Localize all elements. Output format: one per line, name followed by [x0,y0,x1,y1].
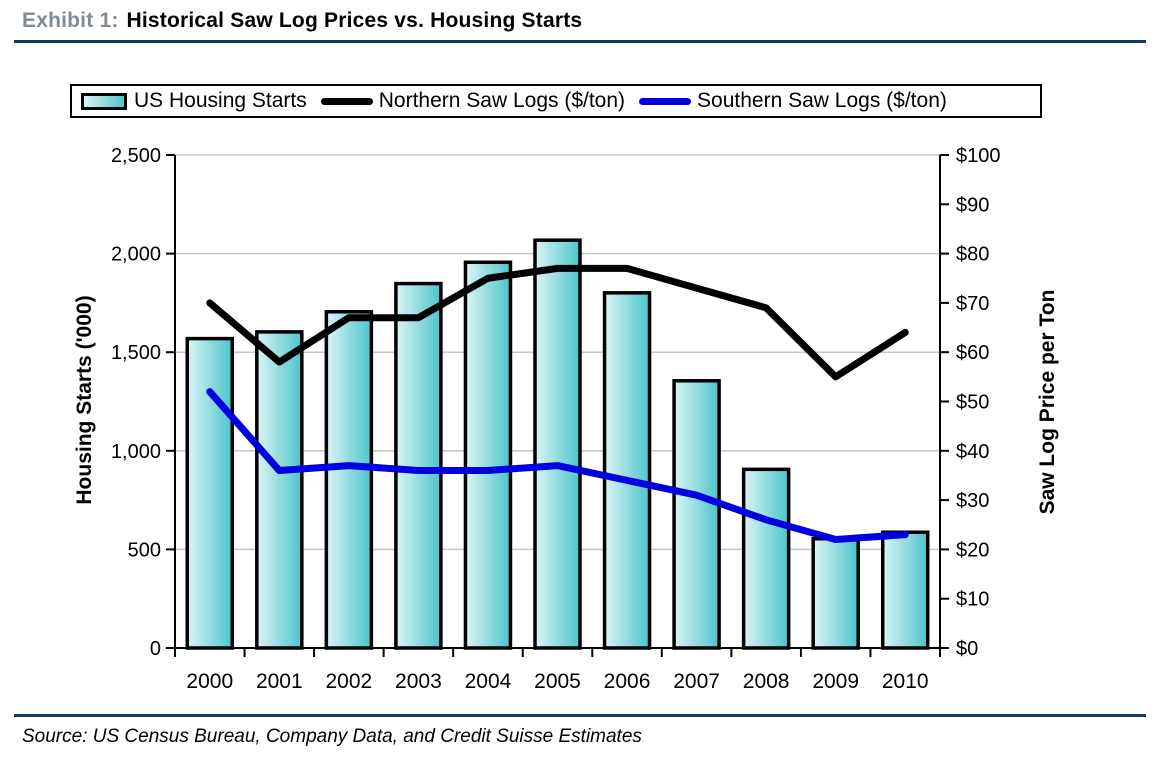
southern-saw-logs-line [206,388,909,544]
legend-item-southern-logs: Southern Saw Logs ($/ton) [625,89,947,113]
right-axis-tick-label: $80 [956,244,989,266]
x-axis-category-label: 2007 [673,670,720,693]
legend-item-northern-logs: Northern Saw Logs ($/ton) [307,89,625,113]
x-axis-category-label: 2000 [186,670,233,693]
left-axis-tick-label: 2,500 [111,145,161,167]
right-axis-tick-label: $100 [956,145,1001,167]
x-axis-category-label: 2004 [465,670,512,693]
right-axis-tick-label: $70 [956,293,989,315]
housing-starts-bar [533,238,582,650]
exhibit-title-text: Historical Saw Log Prices vs. Housing St… [126,9,583,32]
housing-starts-bar [394,281,443,650]
right-axis-title: Saw Log Price per Ton [1036,289,1059,515]
right-axis-tick-label: $0 [956,638,978,660]
left-axis-tick-label: 1,000 [111,441,161,463]
housing-starts-bar [463,260,513,650]
x-axis-category-label: 2002 [326,670,373,693]
x-axis-category-label: 2001 [256,670,303,693]
right-axis-tick-label: $60 [956,342,989,364]
footer-divider [14,714,1146,717]
housing-starts-bar [324,310,374,650]
title-divider [14,40,1146,43]
x-axis-category-label: 2008 [743,670,790,693]
housing-starts-bar [255,330,304,650]
left-axis-tick-label: 2,000 [111,244,161,266]
chart-legend: US Housing Starts Northern Saw Logs ($/t… [70,84,1042,118]
blue-line-swatch-icon [639,97,692,105]
housing-starts-bar [741,467,791,650]
black-line-swatch-icon [320,97,373,105]
housing-starts-bar [185,336,235,650]
left-axis-title: Housing Starts ('000) [73,295,96,505]
right-axis-tick-label: $50 [956,392,989,414]
left-axis-tick-label: 500 [128,539,161,561]
housing-starts-bar [811,537,860,650]
legend-label: Northern Saw Logs ($/ton) [378,89,626,112]
left-axis-tick-label: 1,500 [111,342,161,364]
right-axis-tick-label: $90 [956,194,989,216]
left-axis-tick-label: 0 [150,638,161,660]
exhibit-number-label: Exhibit 1: [22,9,119,32]
right-axis-tick-label: $20 [956,539,989,561]
housing-starts-bar [672,379,721,650]
housing-starts-bar [880,530,930,650]
x-axis-category-label: 2009 [812,670,859,693]
housing-starts-bar [602,291,652,650]
x-axis-category-label: 2006 [604,670,651,693]
x-axis-category-label: 2003 [395,670,442,693]
legend-item-housing-starts: US Housing Starts [81,89,307,113]
page-title: Exhibit 1: Historical Saw Log Prices vs. … [22,9,582,33]
x-axis-category-label: 2005 [534,670,581,693]
legend-label: Southern Saw Logs ($/ton) [697,89,947,112]
legend-label: US Housing Starts [134,89,307,112]
right-axis-tick-label: $40 [956,441,989,463]
source-note: Source: US Census Bureau, Company Data, … [22,726,642,747]
northern-saw-logs-line [206,264,909,381]
right-axis-tick-label: $10 [956,589,989,611]
bar-swatch-icon [81,92,127,110]
x-axis-category-label: 2010 [882,670,929,693]
right-axis-tick-label: $30 [956,490,989,512]
